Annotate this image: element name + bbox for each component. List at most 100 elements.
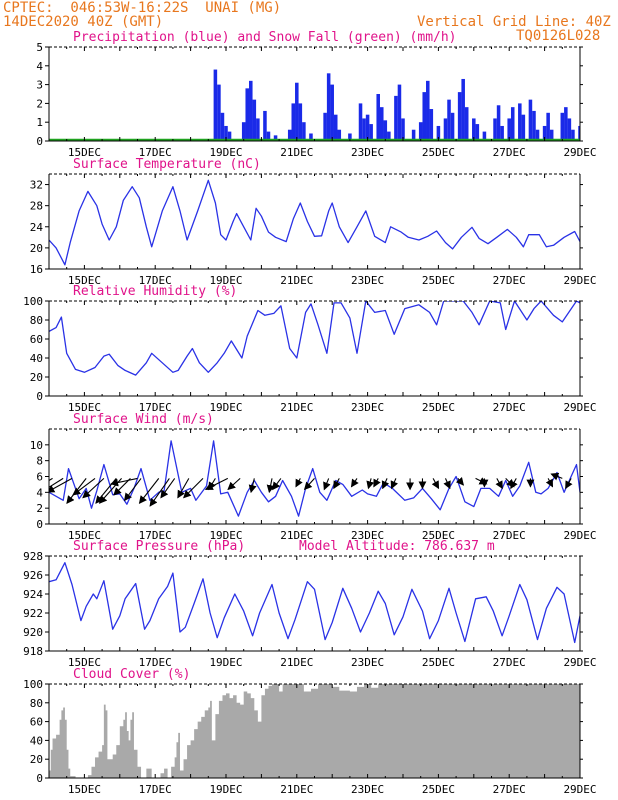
precip-bar-45 xyxy=(457,92,462,141)
precip-bar-38 xyxy=(422,92,427,141)
cloud-plot xyxy=(49,684,580,778)
precip-bar-59 xyxy=(532,110,536,141)
precip-bar-5 xyxy=(241,122,246,141)
cloud-ytick-label: 0 xyxy=(36,772,43,785)
precip-bar-60 xyxy=(535,129,540,141)
wind-arrow-24 xyxy=(323,478,331,491)
humidity-ytick-label: 80 xyxy=(30,314,43,327)
humidity-panel: Relative Humidity (%) 0 20 40 60 80 100 15DEC 17… xyxy=(23,284,596,414)
wind-arrow-44 xyxy=(565,478,573,490)
wind-arrow-13 xyxy=(160,478,176,499)
wind-arrow-9 xyxy=(110,477,138,487)
pressure-xtick-label: 21DEC xyxy=(280,656,313,669)
wind-arrow-20 xyxy=(266,478,275,494)
wind-xtick-label: 27DEC xyxy=(493,529,526,542)
wind-ytick-label: 10 xyxy=(30,439,43,452)
precip-bar-37 xyxy=(418,122,423,141)
precipitation-title: Precipitation (blue) and Snow Fall (gree… xyxy=(73,30,457,45)
wind-arrow-21 xyxy=(272,478,282,491)
precip-bar-21 xyxy=(330,84,334,141)
wind-arrow-29 xyxy=(381,478,390,490)
temperature-ytick-label: 24 xyxy=(30,221,44,234)
precip-bar-34 xyxy=(397,84,402,141)
precipitation-xtick-label: 29DEC xyxy=(563,146,596,159)
precip-bar-0 xyxy=(213,69,218,141)
pressure-title: Surface Pressure (hPa) xyxy=(73,539,245,554)
wind-ytick-label: 8 xyxy=(36,455,43,468)
wind-xtick-label: 23DEC xyxy=(351,529,384,542)
precip-bar-61 xyxy=(542,125,547,141)
precipitation-xtick-label: 23DEC xyxy=(351,146,384,159)
humidity-xtick-label: 27DEC xyxy=(493,401,526,414)
humidity-title: Relative Humidity (%) xyxy=(73,284,237,299)
wind-arrow-40 xyxy=(510,478,518,490)
precip-bar-20 xyxy=(326,73,331,141)
cloud-xtick-label: 21DEC xyxy=(280,783,313,796)
humidity-xtick-label: 17DEC xyxy=(139,401,172,414)
temperature-frame xyxy=(48,174,581,270)
wind-title: Surface Wind (m/s) xyxy=(73,412,214,427)
precipitation-panel: Precipitation (blue) and Snow Fall (gree… xyxy=(36,30,596,159)
pressure-xtick-label: 19DEC xyxy=(209,656,242,669)
humidity-ytick-label: 100 xyxy=(23,295,43,308)
precip-bar-54 xyxy=(507,118,511,141)
precip-bar-10 xyxy=(263,110,267,141)
precip-bar-22 xyxy=(333,114,338,141)
header-run-time: 14DEC2020 40Z (GMT) xyxy=(3,14,164,30)
temperature-ytick-label: 20 xyxy=(30,242,43,255)
wind-ytick-label: 4 xyxy=(36,486,43,499)
header-grid-note: Vertical Grid Line: 40Z xyxy=(417,14,611,30)
cloud-xtick-label: 15DEC xyxy=(68,783,101,796)
wind-arrow-5 xyxy=(82,477,105,499)
temperature-ytick-label: 16 xyxy=(30,263,43,276)
precipitation-xtick-label: 27DEC xyxy=(493,146,526,159)
precip-bar-17 xyxy=(302,122,306,141)
humidity-ytick-label: 40 xyxy=(30,352,43,365)
wind-arrow-19 xyxy=(248,478,257,494)
precip-bar-11 xyxy=(266,131,271,141)
cloud-cover-area xyxy=(49,684,580,778)
temperature-ytick-label: 32 xyxy=(30,179,43,192)
pressure-ytick-label: 926 xyxy=(23,569,43,582)
precip-bar-18 xyxy=(309,133,313,141)
temperature-xtick-label: 27DEC xyxy=(493,274,526,287)
pressure-ytick-label: 928 xyxy=(23,550,43,563)
wind-arrow-38 xyxy=(495,478,503,490)
wind-xtick-label: 19DEC xyxy=(209,529,242,542)
precip-bar-50 xyxy=(482,131,487,141)
cloud-xtick-label: 19DEC xyxy=(209,783,242,796)
wind-xtick-label: 17DEC xyxy=(139,529,172,542)
precip-bar-27 xyxy=(365,114,370,141)
wind-arrow-33 xyxy=(431,478,440,490)
wind-arrow-15 xyxy=(183,478,204,499)
wind-arrow-42 xyxy=(545,478,554,488)
precip-bar-14 xyxy=(291,103,296,141)
precip-bar-39 xyxy=(426,80,430,141)
pressure-plot xyxy=(49,562,580,644)
temperature-plot xyxy=(49,179,580,266)
wind-ytick-label: 6 xyxy=(36,471,43,484)
wind-arrow-35 xyxy=(455,477,465,486)
header-run-id: TQ0126L028 xyxy=(516,28,601,44)
precip-bar-67 xyxy=(571,129,575,141)
precip-bar-24 xyxy=(348,133,352,141)
wind-arrow-28 xyxy=(373,478,381,488)
cloud-xtick-label: 25DEC xyxy=(422,783,455,796)
wind-arrow-10 xyxy=(123,478,142,502)
pressure-subtitle: Model Altitude: 786.637 m xyxy=(299,539,495,554)
wind-arrow-11 xyxy=(138,478,160,504)
wind-arrow-12 xyxy=(149,478,170,507)
precip-bar-30 xyxy=(379,107,384,141)
precip-bar-47 xyxy=(464,107,469,141)
precip-bar-8 xyxy=(252,99,257,141)
humidity-xtick-label: 29DEC xyxy=(563,401,596,414)
precip-bar-44 xyxy=(450,112,455,141)
precipitation-xtick-label: 25DEC xyxy=(422,146,455,159)
temperature-xtick-label: 23DEC xyxy=(351,274,384,287)
precip-bar-46 xyxy=(461,78,465,141)
temperature-line xyxy=(49,179,580,266)
pressure-xtick-label: 15DEC xyxy=(68,656,101,669)
cloud-ytick-label: 20 xyxy=(30,753,43,766)
pressure-xtick-label: 25DEC xyxy=(422,656,455,669)
wind-ytick-label: 2 xyxy=(36,502,43,515)
